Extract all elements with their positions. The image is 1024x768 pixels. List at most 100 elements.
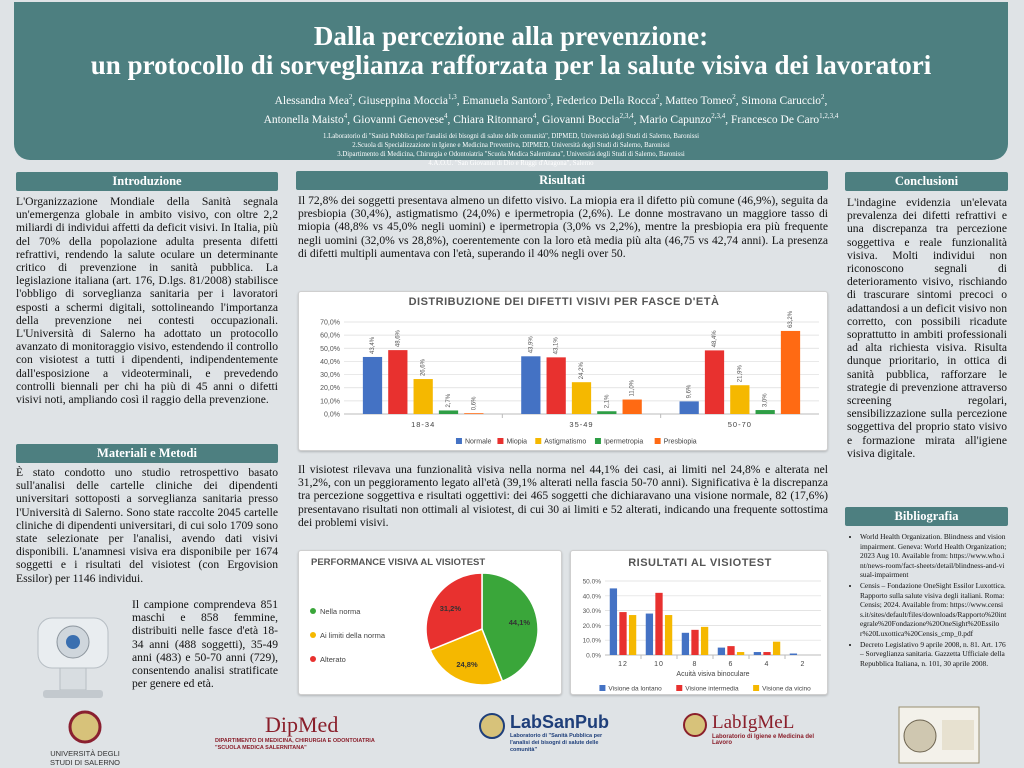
author-affiliation: 2 [348, 93, 353, 101]
bar [772, 641, 781, 655]
affiliation: 2.Scuola di Specializzazione in Igiene e… [352, 141, 670, 149]
logo-labigmel: LabIgMeL Laboratorio di Igiene e Medicin… [682, 712, 832, 746]
x-tick-label: 35-49 [569, 420, 593, 429]
logo-ruggi [898, 706, 980, 764]
legend-swatch [310, 632, 316, 638]
methods-text: Il campione comprendeva 851 maschi e 858… [132, 598, 278, 691]
legend-swatch [535, 438, 542, 444]
logo-unisa: UNIVERSITÀ DEGLI STUDI DI SALERNO [20, 710, 150, 767]
affiliation: 1.Laboratorio di "Sanità Pubblica per l'… [322, 132, 699, 140]
y-tick-label: 10,0% [320, 398, 340, 405]
logo-text: LabIgMeL [712, 712, 795, 733]
bar [691, 629, 699, 655]
legend-swatch [654, 438, 661, 444]
author-affiliation: 4 [532, 111, 537, 120]
author: Alessandra Mea2 [275, 93, 359, 107]
legend-label: Ai limiti della norma [320, 631, 386, 640]
data-label: 43,4% [370, 336, 376, 354]
bar [597, 411, 617, 414]
x-tick-label: 50-70 [728, 420, 752, 429]
chart: DISTRIBUZIONE DEI DIFETTI VISIVI PER FAS… [298, 291, 828, 451]
bar [521, 356, 541, 414]
bar [679, 401, 699, 414]
author-name: Mario Capunzo [639, 113, 712, 126]
chart: RISULTATI AL VISIOTEST 0.0% 10.0% 20.0% 30.0… [570, 550, 828, 695]
legend-label: Alterato [320, 655, 346, 664]
data-label: 44,1% [509, 618, 531, 627]
logo-text: Laboratorio di Igiene e Medicina del Lav… [712, 734, 815, 746]
data-label: 2,7% [446, 393, 452, 407]
bar [755, 410, 775, 414]
reference: Censis – Fondazione OneSight Essilor Lux… [860, 581, 1007, 639]
pie-slice [425, 572, 483, 652]
legend-swatch [497, 438, 504, 444]
bar [571, 382, 592, 414]
logo-text: DIPARTIMENTO DI MEDICINA, CHIRURGIA E OD… [215, 738, 375, 751]
legend-label: Visione da lontano [608, 686, 662, 693]
author: Giovanni Boccia2,3,4 [542, 112, 639, 126]
y-tick-label: 30.0% [583, 608, 602, 615]
methods-text: È stato condotto uno studio retrospettiv… [16, 466, 278, 585]
authors: Alessandra Mea2Giuseppina Moccia1,3Emanu… [134, 90, 968, 128]
data-label: 3,0% [763, 393, 769, 407]
author-name: Emanuela Santoro [462, 94, 548, 107]
data-label: 26,6% [421, 358, 427, 376]
x-axis-label: Acuità visiva binoculare [676, 671, 749, 678]
data-label: 43,9% [528, 336, 534, 354]
legend-swatch [310, 608, 316, 614]
legend-label: Ipermetropia [604, 439, 643, 446]
author-affiliation: 4 [444, 111, 448, 120]
x-tick-label: 2 [801, 661, 806, 668]
y-tick-label: 0,0% [324, 412, 340, 419]
bar [789, 653, 798, 655]
bar [609, 588, 618, 655]
author: Chiara Ritonnaro4 [453, 111, 542, 126]
legend-label: Nella norma [320, 607, 361, 616]
author-affiliation: 3 [547, 93, 551, 101]
device-image [37, 617, 109, 698]
data-label: 2,1% [604, 394, 610, 408]
author: Federico Della Rocca2 [556, 93, 665, 107]
bar [727, 646, 735, 655]
bar [413, 379, 433, 414]
bar [730, 385, 750, 414]
logo-text: Laboratorio di "Sanità Pubblica per l'an… [510, 733, 603, 753]
legend-label: Miopia [506, 439, 527, 446]
legend-swatch [594, 438, 601, 444]
author-affiliation: 2,3,4 [711, 111, 726, 120]
logo-labsanpub: LabSanPub Laboratorio di "Sanità Pubblic… [478, 712, 618, 754]
author-affiliation: 2 [656, 93, 660, 101]
chart-title: RISULTATI AL VISIOTEST [628, 557, 772, 569]
author: Mario Capunzo2,3,4 [639, 111, 731, 126]
logo-text: UNIVERSITÀ DEGLI STUDI DI SALERNO [50, 749, 121, 767]
seal [479, 713, 505, 739]
bar [438, 410, 459, 414]
x-tick-label: 8 [693, 661, 698, 668]
bar [717, 647, 726, 655]
data-label: 21,9% [737, 365, 743, 383]
y-tick-label: 40,0% [320, 359, 340, 366]
author-affiliation: 2 [821, 93, 825, 101]
section-heading: Bibliografia [845, 507, 1008, 526]
x-tick-label: 4 [765, 661, 770, 668]
bibliography: World Health Organization. Blindness and… [847, 532, 1007, 697]
bar [763, 652, 771, 655]
data-label: 48,6% [395, 329, 401, 347]
legend-swatch [455, 438, 462, 444]
bar [681, 632, 690, 655]
author-affiliation: 4 [343, 111, 348, 120]
x-tick-label: 12 [618, 661, 628, 668]
y-tick-label: 20,0% [320, 385, 340, 392]
legend-label: Normale [465, 439, 492, 446]
author: Giuseppina Moccia1,3 [358, 93, 462, 107]
logo-text: LabSanPub [510, 712, 610, 732]
legend-label: Visione da vicino [762, 686, 811, 693]
data-label: 63,2% [788, 310, 794, 328]
section-heading: Materiali e Metodi [16, 444, 278, 463]
author-name: Simona Caruccio [741, 94, 822, 107]
y-tick-label: 40.0% [583, 593, 602, 600]
bar [546, 357, 566, 414]
reference: World Health Organization. Blindness and… [860, 532, 1007, 580]
